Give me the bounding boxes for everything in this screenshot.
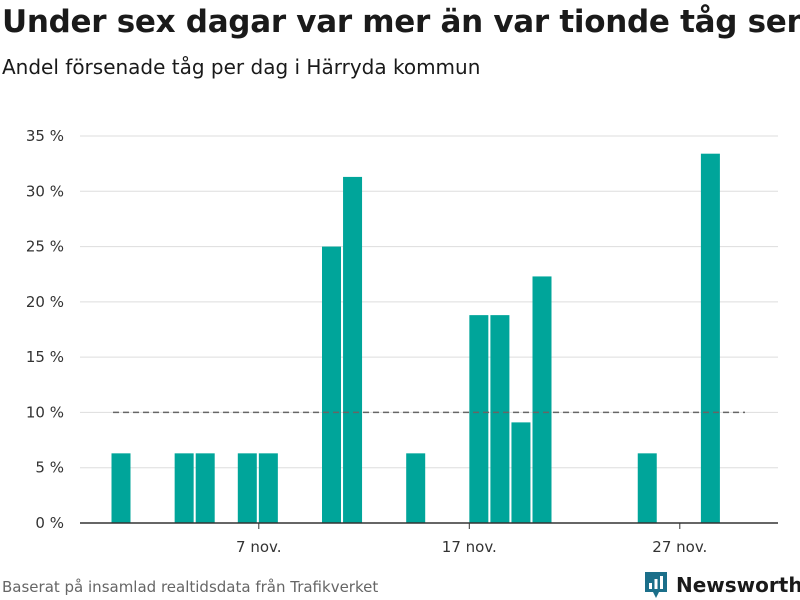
bar [322, 246, 341, 523]
bar [258, 453, 278, 523]
bars [111, 153, 720, 523]
chart-title: Under sex dagar var mer än var tionde tå… [2, 4, 800, 40]
y-tick-label: 20 % [26, 293, 64, 311]
bar [490, 315, 510, 523]
y-axis-labels: 0 % 5 % 10 % 15 % 20 % 25 % 30 % 35 % [26, 127, 64, 532]
brand-name: Newsworthy [676, 573, 800, 597]
bar [511, 422, 531, 523]
bar [700, 153, 720, 523]
y-tick-label: 5 % [35, 459, 64, 477]
bar [111, 453, 131, 523]
source-note: Baserat på insamlad realtidsdata från Tr… [2, 578, 379, 596]
y-tick-label: 30 % [26, 182, 64, 200]
bar [237, 453, 257, 523]
bar-chart-pin-icon [645, 572, 667, 598]
bar [637, 453, 657, 523]
y-tick-label: 35 % [26, 127, 64, 145]
y-tick-label: 0 % [35, 514, 64, 532]
bar [195, 453, 215, 523]
bar [532, 276, 552, 523]
y-tick-label: 10 % [26, 403, 64, 421]
bar [406, 453, 426, 523]
y-tick-label: 15 % [26, 348, 64, 366]
bar [174, 453, 194, 523]
brand-logo: Newsworthy [643, 570, 800, 600]
x-tick-label: 7 nov. [236, 538, 281, 556]
bar [343, 176, 363, 523]
x-tick-label: 27 nov. [652, 538, 707, 556]
x-axis-ticks: 7 nov. 17 nov. 27 nov. [236, 523, 707, 556]
bar [469, 315, 489, 523]
chart-subtitle: Andel försenade tåg per dag i Härryda ko… [2, 55, 481, 79]
bar-chart: 0 % 5 % 10 % 15 % 20 % 25 % 30 % 35 % 7 nov. 17 … [26, 127, 778, 556]
x-tick-label: 17 nov. [442, 538, 497, 556]
y-tick-label: 25 % [26, 238, 64, 256]
